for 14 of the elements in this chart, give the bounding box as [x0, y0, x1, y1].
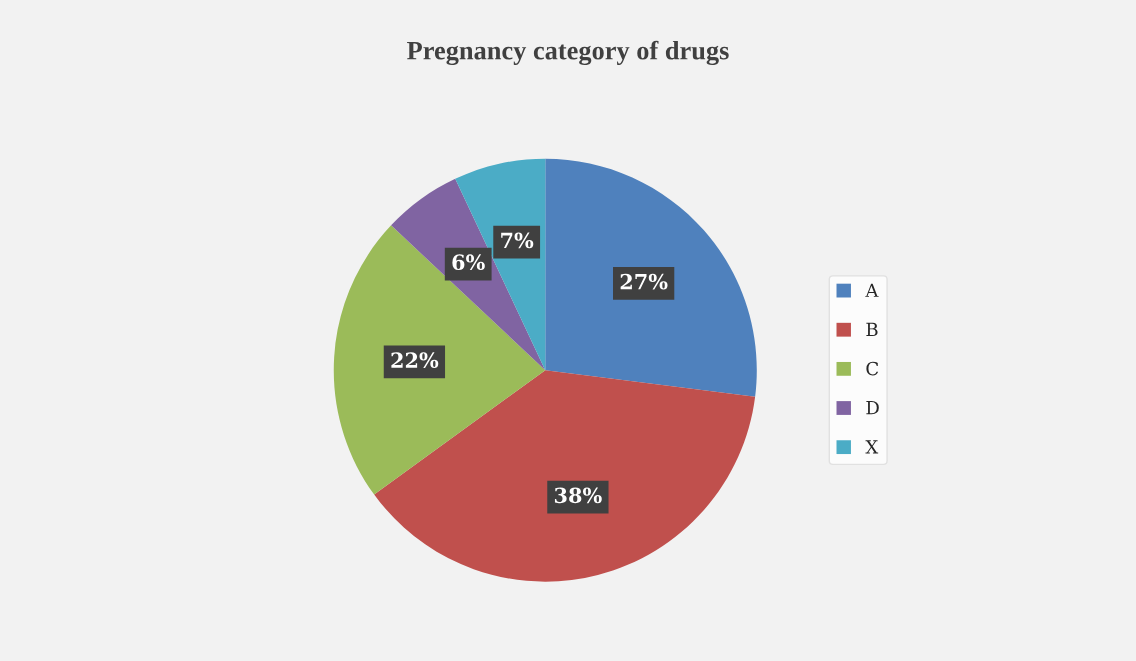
data-label: 38% — [554, 487, 602, 504]
data-label: 22% — [391, 352, 439, 368]
data-label: 7% — [501, 232, 534, 249]
legend-label: B — [866, 322, 878, 336]
pie-slice — [374, 370, 756, 582]
legend-label: A — [865, 283, 879, 297]
legend-label: D — [866, 401, 879, 415]
legend-label: X — [865, 440, 879, 454]
chart-title: Pregnancy category of drugs — [407, 40, 729, 66]
pie-slice — [545, 158, 757, 397]
data-label: 6% — [452, 254, 485, 271]
pie-slice — [333, 225, 546, 495]
legend-label: C — [866, 361, 879, 376]
data-label: 27% — [620, 273, 668, 290]
